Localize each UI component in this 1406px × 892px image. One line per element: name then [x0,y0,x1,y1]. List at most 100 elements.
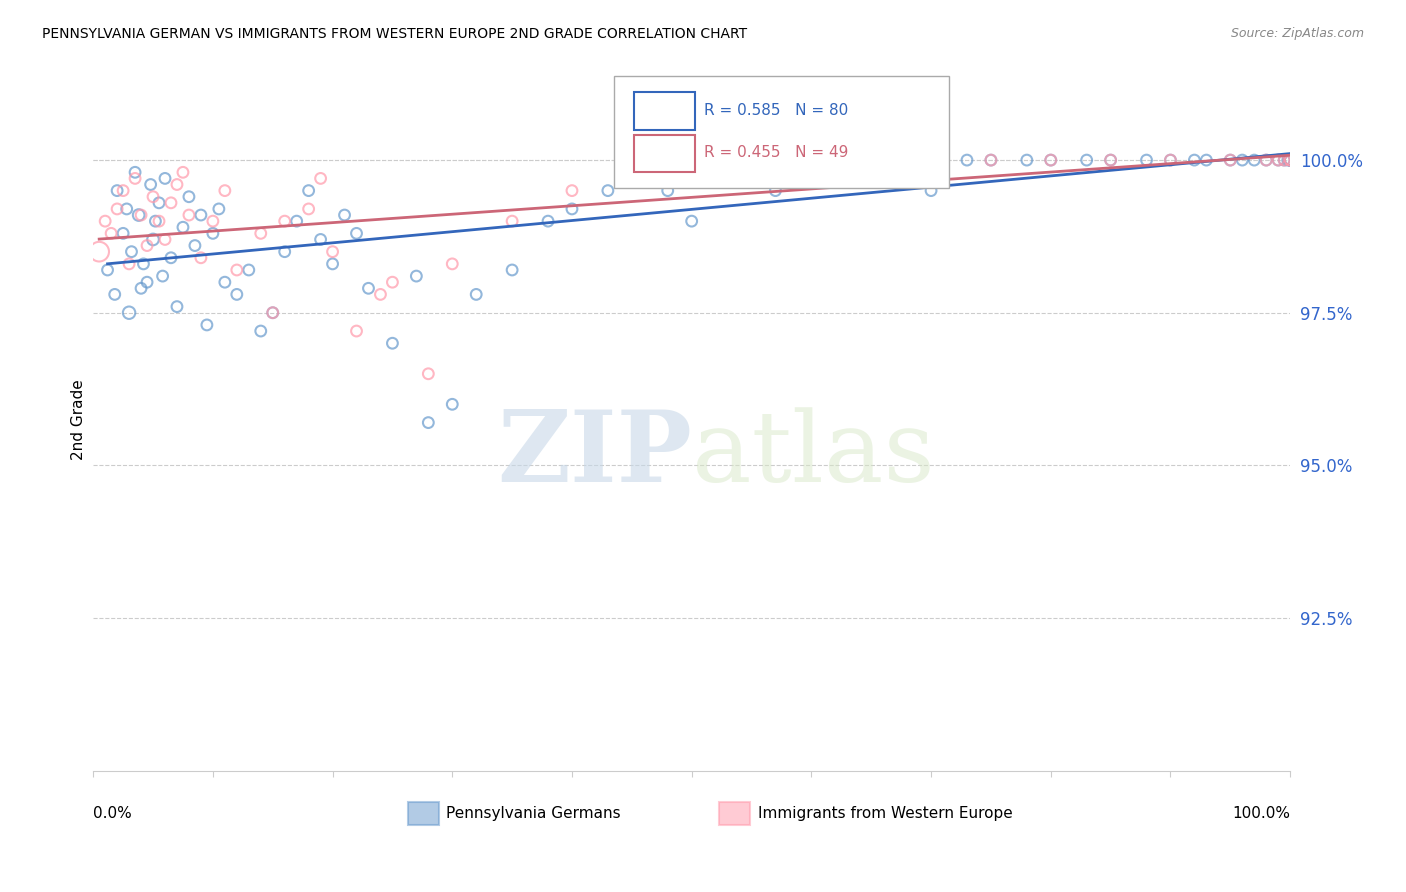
FancyBboxPatch shape [614,76,949,188]
Point [153,232,176,246]
Point [1219,153,1241,167]
Point [837,165,859,179]
Point [195,318,218,332]
Point [1279,153,1302,167]
Point [596,184,619,198]
Point [657,184,679,198]
Point [112,227,135,241]
Point [1279,153,1302,167]
Point [172,165,194,179]
Point [309,232,332,246]
Point [115,202,138,216]
Point [405,269,427,284]
Point [142,190,165,204]
Text: ZIP: ZIP [496,406,692,503]
Point [273,244,295,259]
Point [132,257,155,271]
Point [501,263,523,277]
Point [129,208,152,222]
Point [1256,153,1278,167]
Point [190,251,212,265]
Point [225,287,247,301]
Point [273,214,295,228]
Point [177,190,200,204]
Point [441,397,464,411]
Point [112,184,135,198]
Point [96,263,118,277]
Point [980,153,1002,167]
Point [100,227,122,241]
Point [741,165,763,179]
Point [1243,153,1265,167]
Point [142,232,165,246]
Point [370,287,392,301]
Point [201,227,224,241]
Point [1219,153,1241,167]
Point [145,214,167,228]
Point [681,214,703,228]
Point [214,275,236,289]
Point [1279,153,1302,167]
Point [920,153,942,167]
Point [860,153,883,167]
Point [89,244,111,259]
Point [124,165,146,179]
Point [105,184,128,198]
Point [800,153,823,167]
Point [160,251,183,265]
Point [201,214,224,228]
Point [956,153,979,167]
Point [381,275,404,289]
Point [105,202,128,216]
Point [184,238,207,252]
Point [920,184,942,198]
Text: PENNSYLVANIA GERMAN VS IMMIGRANTS FROM WESTERN EUROPE 2ND GRADE CORRELATION CHAR: PENNSYLVANIA GERMAN VS IMMIGRANTS FROM W… [42,27,748,41]
Point [620,165,643,179]
Point [322,257,344,271]
Point [1267,153,1289,167]
Point [285,214,308,228]
Point [765,184,787,198]
Point [741,153,763,167]
FancyBboxPatch shape [634,135,695,172]
Point [238,263,260,277]
Point [262,306,284,320]
Point [129,281,152,295]
Point [681,153,703,167]
Point [1256,153,1278,167]
Point [214,184,236,198]
Point [561,184,583,198]
Point [1039,153,1062,167]
FancyBboxPatch shape [408,802,439,824]
Point [1184,153,1206,167]
Point [118,306,141,320]
Point [860,153,883,167]
Point [537,214,560,228]
Point [1099,153,1122,167]
Point [896,153,918,167]
Text: 100.0%: 100.0% [1232,805,1291,821]
Point [501,214,523,228]
Point [309,171,332,186]
Point [104,287,127,301]
Point [262,306,284,320]
Point [381,336,404,351]
Point [124,171,146,186]
Point [94,214,117,228]
Point [1267,153,1289,167]
Point [620,165,643,179]
Point [136,275,159,289]
Y-axis label: 2nd Grade: 2nd Grade [72,379,86,460]
Point [1159,153,1181,167]
Point [1279,153,1302,167]
Point [136,238,159,252]
Point [333,208,356,222]
Point [322,244,344,259]
Point [1277,153,1299,167]
Point [148,195,170,210]
Point [148,214,170,228]
Point [1099,153,1122,167]
Point [1015,153,1038,167]
Point [1195,153,1218,167]
Point [249,227,271,241]
